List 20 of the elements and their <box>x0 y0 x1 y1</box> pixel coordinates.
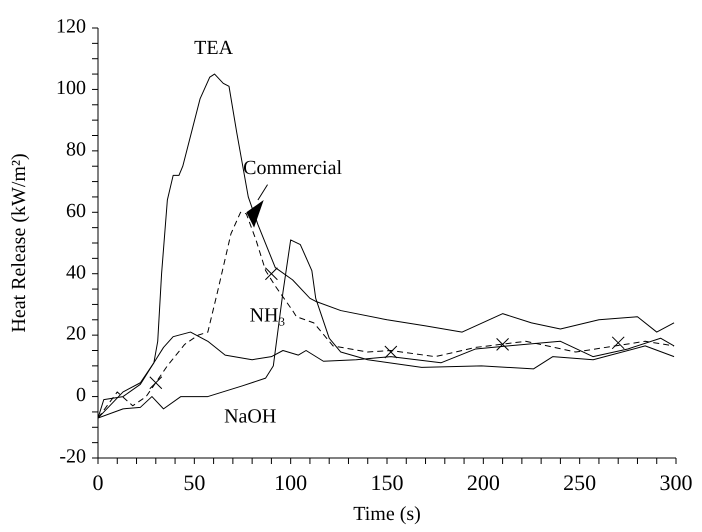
y-tick-label: 0 <box>76 384 86 406</box>
x-tick-label: 150 <box>370 470 404 495</box>
x-tick-label: 200 <box>466 470 500 495</box>
x-tick-label: 0 <box>92 470 104 495</box>
y-tick-label: 20 <box>66 322 86 345</box>
annotation: Commercial <box>243 156 342 179</box>
y-tick-label: 60 <box>66 200 86 222</box>
x-axis-title: Time (s) <box>353 503 421 525</box>
annotation: TEA <box>194 37 234 60</box>
y-tick-label: -20 <box>59 446 86 468</box>
x-tick-label: 100 <box>274 470 308 495</box>
x-tick-label: 300 <box>660 470 692 495</box>
annotation: NaOH <box>224 406 276 428</box>
x-tick-label: 50 <box>183 470 206 495</box>
y-tick-label: 40 <box>66 261 86 284</box>
y-axis-title: Heat Release (kW/m²) <box>8 153 30 333</box>
y-tick-label: 120 <box>56 16 86 38</box>
y-tick-label: 100 <box>56 77 86 100</box>
x-tick-label: 250 <box>563 470 596 495</box>
y-tick-label: 80 <box>66 138 86 160</box>
